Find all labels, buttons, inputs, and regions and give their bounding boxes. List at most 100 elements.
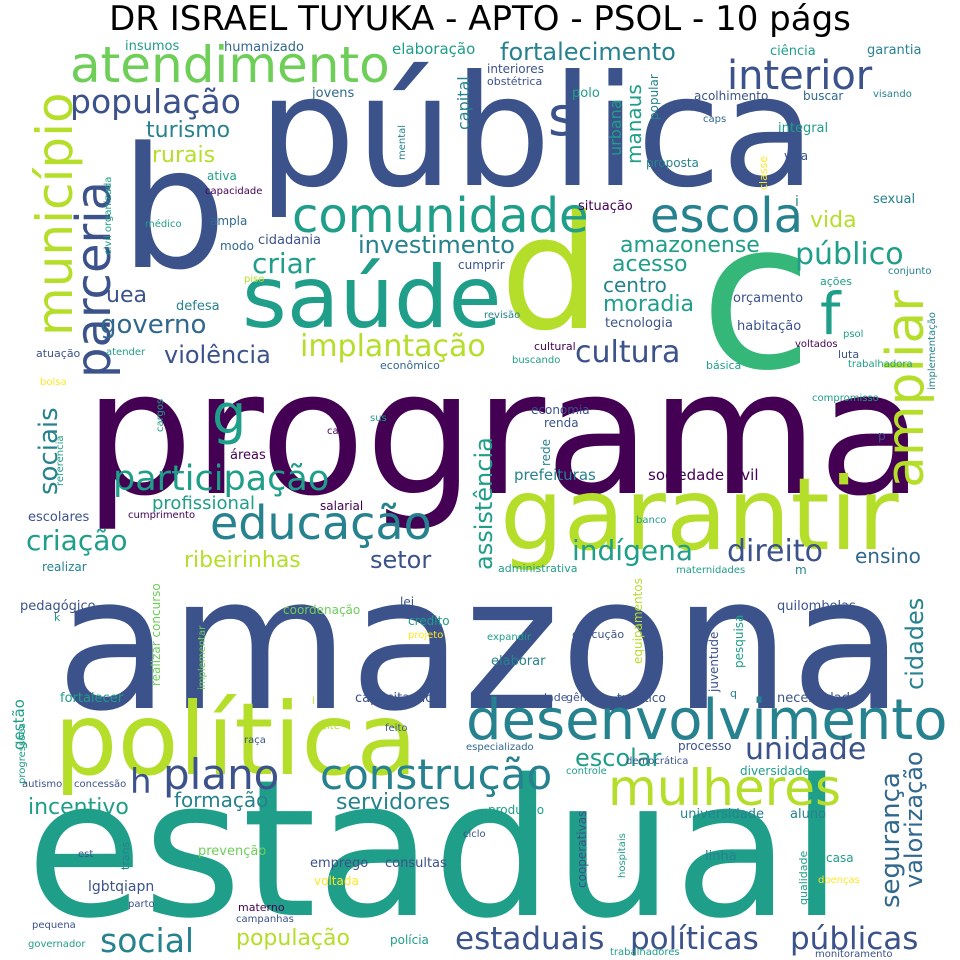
word-populacao-1: população	[70, 82, 241, 121]
word-buscar: buscar	[803, 89, 844, 103]
word-equipamentos: equipamentos	[631, 578, 645, 664]
word-elaborar: elaborar	[491, 654, 546, 669]
word-m: m	[795, 563, 807, 577]
word-maternidades: maternidades	[676, 565, 746, 576]
word-comunidade: comunidade	[292, 188, 589, 244]
word-investimento: investimento	[358, 231, 515, 259]
word-s: s	[548, 85, 577, 148]
word-pesquisa: pesquisa	[732, 614, 746, 668]
word-popular: popular	[647, 74, 661, 120]
word-proposta: proposta	[646, 156, 699, 170]
word-materno: materno	[238, 901, 285, 914]
word-integral: integral	[778, 121, 829, 136]
word-criacao: criação	[26, 524, 128, 557]
word-raca: raça	[244, 735, 266, 746]
word-buscando: buscando	[512, 355, 561, 366]
word-qualidade: qualidade	[797, 850, 810, 905]
word-h: h	[130, 762, 152, 802]
word-universidade: universidade	[680, 807, 764, 822]
word-pedagogico: pedagógico	[20, 599, 96, 614]
word-uea: uea	[106, 283, 147, 308]
word-cultural: cultural	[534, 340, 576, 353]
word-concessao: concessão	[74, 779, 127, 790]
word-referencia: referência	[55, 435, 66, 486]
word-quilombolas: quilombolas	[777, 599, 856, 614]
word-leite: leite	[318, 721, 340, 732]
word-psol: psol	[843, 329, 864, 340]
word-implantacao: implantação	[300, 329, 486, 364]
word-elaboracao: elaboração	[392, 40, 476, 58]
word-cidadania: cidadania	[258, 233, 322, 248]
word-visa: visa	[784, 149, 809, 163]
word-dade: dade	[540, 691, 568, 704]
word-capacitacao: capacitação	[355, 691, 434, 706]
word-garantir: garantir	[500, 456, 899, 573]
word-cumprir: cumprir	[458, 258, 505, 272]
word-trabalhadores: trabalhadores	[610, 947, 680, 958]
word-campanhas: campanhas	[236, 914, 294, 925]
word-rurais: rurais	[152, 143, 216, 168]
word-escolares: escolares	[28, 510, 90, 525]
word-ca: ca	[327, 426, 339, 437]
word-cargos: cargos	[155, 398, 166, 432]
word-visando: visando	[873, 89, 912, 100]
word-governador: governador	[28, 939, 86, 950]
word-ciencia: ciência	[770, 44, 816, 59]
word-orcamento: orçamento	[733, 291, 804, 306]
word-fortalecimento: fortalecimento	[500, 38, 676, 66]
word-formacao: formação	[174, 788, 269, 812]
word-controle: controle	[566, 766, 607, 777]
word-f: f	[820, 280, 841, 348]
word-diversidade: diversidade	[740, 764, 810, 778]
word-implementacao: implementação	[927, 312, 938, 390]
word-participacao: participação	[113, 459, 330, 499]
word-prefeituras: prefeituras	[514, 466, 596, 484]
word-atendimento: atendimento	[70, 36, 390, 94]
word-assistencia: assistência	[470, 437, 498, 570]
word-juventude: juventude	[707, 631, 721, 692]
word-ciclo: ciclo	[463, 829, 486, 840]
word-servidores: servidores	[336, 790, 451, 815]
word-b: b	[120, 111, 227, 307]
word-habitacao: habitação	[737, 319, 802, 334]
word-criar: criar	[252, 247, 316, 280]
word-cultura: cultura	[575, 335, 681, 370]
word-classe: classe	[757, 155, 770, 190]
word-plano: plano	[163, 750, 280, 799]
word-unidade: unidade	[745, 732, 867, 767]
word-indigena: indígena	[572, 534, 693, 567]
word-revisao: revisão	[484, 310, 521, 321]
word-prevencao: prevenção	[198, 844, 267, 859]
word-programa: programa	[84, 333, 924, 534]
word-aluno: aluno	[790, 807, 827, 822]
word-piso: piso	[244, 274, 265, 285]
word-salarial: salarial	[320, 499, 364, 513]
word-amazonense: amazonense	[620, 233, 760, 258]
word-credito: credito	[408, 614, 450, 628]
word-publico: público	[795, 237, 904, 272]
word-sexual: sexual	[873, 192, 916, 207]
word-ativa: ativa	[207, 169, 237, 183]
word-trans: trans	[119, 841, 132, 870]
word-populacao-2: população	[236, 926, 350, 951]
word-amazona: amazona	[56, 536, 904, 752]
word-genero: gênero	[566, 691, 605, 704]
word-moradia: moradia	[603, 292, 694, 317]
word-mental: mental	[397, 124, 408, 160]
word-mulheres: mulheres	[608, 759, 842, 817]
word-autismo: autismo	[22, 779, 63, 790]
word-humanizado: humanizado	[224, 40, 304, 55]
word-escola: escola	[650, 188, 804, 244]
word-atender: atender	[106, 347, 146, 358]
word-lei: lei	[400, 595, 415, 609]
word-conjunto: conjunto	[888, 266, 932, 277]
word-coordenacao: coordenação	[283, 603, 361, 617]
word-economico: econômico	[380, 359, 440, 372]
word-compromisso: compromisso	[812, 393, 879, 404]
word-g: g	[212, 383, 247, 446]
word-sus: sus	[370, 413, 387, 424]
word-basica: básica	[706, 359, 742, 372]
word-tecnologia: tecnologia	[605, 316, 673, 331]
word-voltados: voltados	[795, 339, 838, 350]
word-p: p	[878, 429, 886, 443]
